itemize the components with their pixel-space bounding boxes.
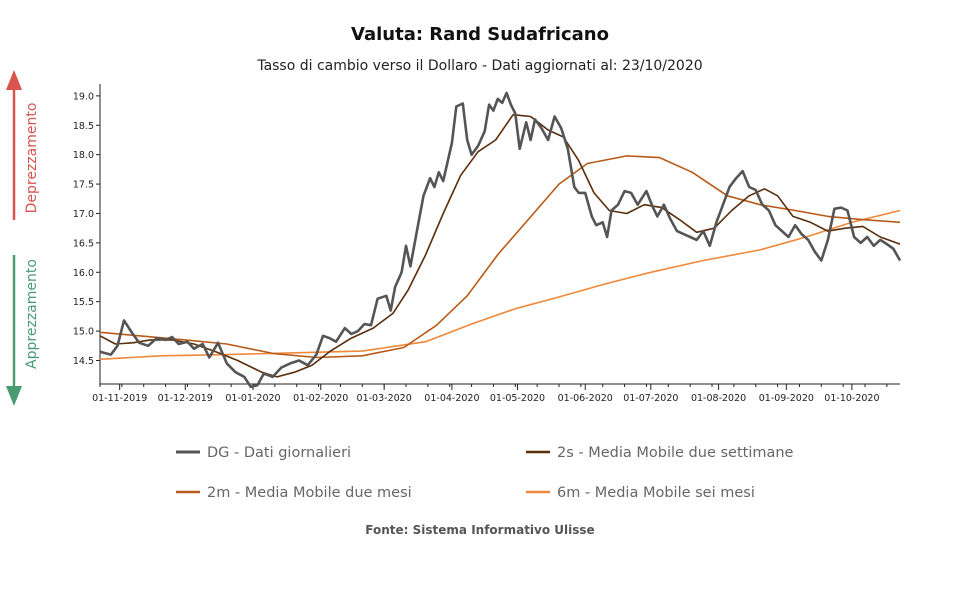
x-tick-label: 01-12-2019 xyxy=(158,393,213,404)
y-tick-label: 14.5 xyxy=(73,356,94,367)
y-tick-label: 15.5 xyxy=(73,297,94,308)
side-indicator: Deprezzamento Apprezzamento xyxy=(6,70,40,406)
x-tick-label: 01-07-2020 xyxy=(623,393,678,404)
legend-label: 2s - Media Mobile due settimane xyxy=(557,445,794,461)
down-arrow-icon xyxy=(6,386,22,406)
up-arrow-icon xyxy=(6,70,22,90)
x-tick-label: 01-02-2020 xyxy=(293,393,348,404)
x-tick-label: 01-06-2020 xyxy=(558,393,613,404)
legend-label: DG - Dati giornalieri xyxy=(207,445,351,461)
y-tick-label: 19.0 xyxy=(73,91,94,102)
x-tick-label: 01-05-2020 xyxy=(490,393,545,404)
y-tick-label: 16.5 xyxy=(73,238,94,249)
y-tick-label: 17.0 xyxy=(73,209,94,220)
series-line-1 xyxy=(99,113,901,378)
y-tick-label: 16.0 xyxy=(73,268,94,279)
y-tick-label: 17.5 xyxy=(73,180,94,191)
chart-legend: DG - Dati giornalieri 2s - Media Mobile d… xyxy=(176,445,794,501)
depreciation-label: Deprezzamento xyxy=(24,103,40,214)
x-tick-label: 01-03-2020 xyxy=(357,393,412,404)
chart-axes: 14.5 15.0 15.5 16.0 16.5 17.0 17.5 18.0 18.5 19.0… xyxy=(73,84,900,404)
x-tick-label: 01-04-2020 xyxy=(424,393,479,404)
x-tick-label: 01-10-2020 xyxy=(824,393,879,404)
legend-label: 2m - Media Mobile due mesi xyxy=(207,485,412,501)
x-tick-label: 01-01-2020 xyxy=(225,393,280,404)
y-tick-label: 18.0 xyxy=(73,150,94,161)
chart-subtitle: Tasso di cambio verso il Dollaro - Dati … xyxy=(256,58,702,74)
chart-title: Valuta: Rand Sudafricano xyxy=(351,24,609,45)
series-line-3 xyxy=(99,209,901,361)
legend-label: 6m - Media Mobile sei mesi xyxy=(557,485,755,501)
chart-series xyxy=(99,91,902,389)
series-line-2 xyxy=(99,155,901,359)
x-tick-label: 01-09-2020 xyxy=(759,393,814,404)
x-tick-label: 01-11-2019 xyxy=(92,393,147,404)
y-tick-label: 15.0 xyxy=(73,327,94,338)
y-tick-label: 18.5 xyxy=(73,121,94,132)
appreciation-label: Apprezzamento xyxy=(24,259,40,369)
chart-source: Fonte: Sistema Informativo Ulisse xyxy=(365,523,594,537)
x-tick-label: 01-08-2020 xyxy=(691,393,746,404)
series-line-0 xyxy=(99,91,902,389)
